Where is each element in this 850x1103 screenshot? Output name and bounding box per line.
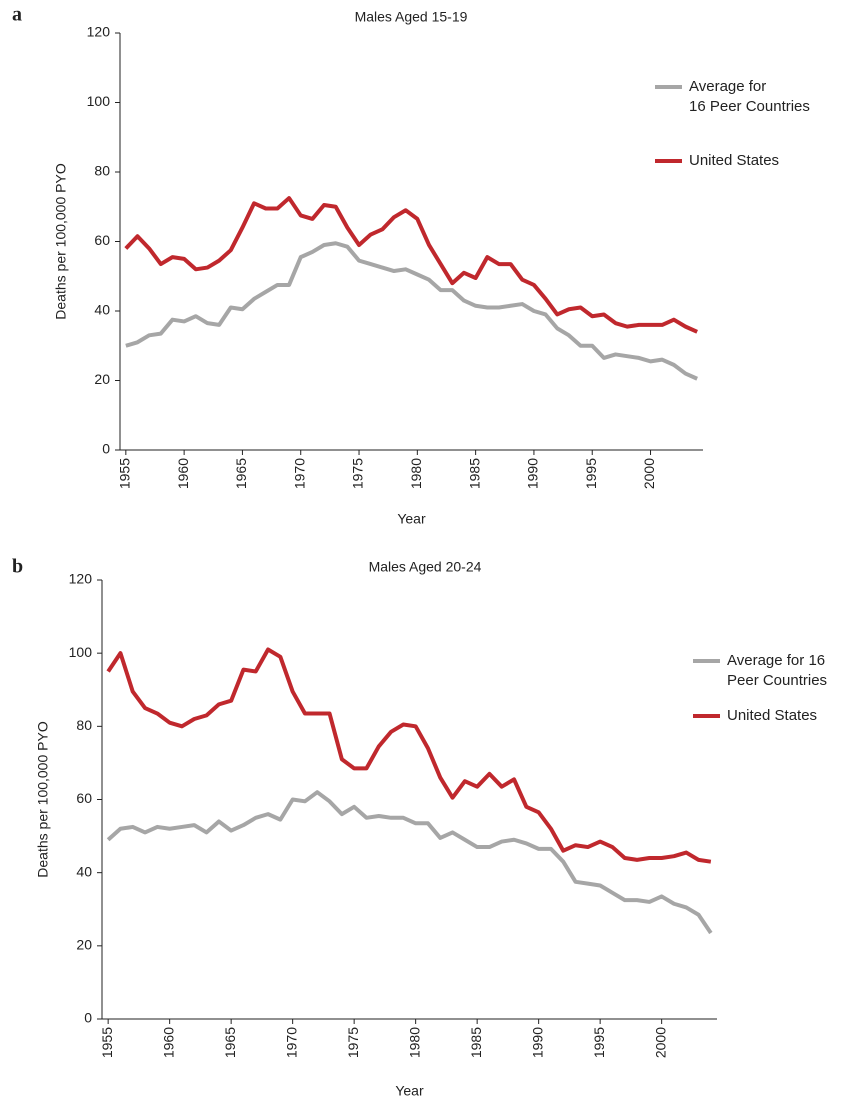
y-tick-label: 120: [69, 571, 93, 587]
x-tick-label: 1960: [160, 1027, 176, 1058]
y-tick-label: 20: [76, 937, 92, 953]
panel-label: b: [12, 556, 23, 578]
y-tick-label: 120: [87, 24, 111, 40]
y-tick-label: 0: [102, 441, 110, 457]
data-line: [125, 241, 698, 381]
x-tick-label: 1990: [525, 458, 541, 489]
legend-label: Average for 16 Peer Countries: [727, 652, 828, 689]
x-tick-label: 2000: [641, 458, 657, 489]
x-tick-label: 1965: [233, 458, 249, 489]
x-tick-label: 1980: [408, 458, 424, 489]
y-tick-label: 40: [76, 863, 92, 879]
x-axis-label: Year: [397, 511, 426, 527]
data-line: [106, 790, 713, 935]
data-line: [106, 647, 712, 864]
y-tick-label: 60: [94, 232, 110, 248]
y-tick-label: 0: [84, 1010, 92, 1026]
y-tick-label: 60: [76, 790, 92, 806]
x-tick-label: 1995: [591, 1027, 607, 1058]
legend-label: United States: [727, 707, 818, 724]
y-tick-label: 40: [94, 302, 110, 318]
legend-label: United States: [689, 152, 780, 169]
x-tick-label: 2000: [652, 1027, 668, 1058]
x-tick-label: 1985: [468, 1027, 484, 1058]
data-line: [124, 196, 698, 334]
x-axis-label: Year: [395, 1083, 424, 1099]
y-axis-label: Deaths per 100,000 PYO: [53, 163, 69, 320]
x-tick-label: 1975: [345, 1027, 361, 1058]
legend-label: Average for 16 Peer Countries: [689, 78, 810, 115]
x-tick-label: 1995: [583, 458, 599, 489]
x-tick-label: 1955: [99, 1027, 115, 1058]
x-tick-label: 1975: [350, 458, 366, 489]
x-tick-label: 1955: [117, 458, 133, 489]
x-tick-label: 1965: [222, 1027, 238, 1058]
x-tick-label: 1960: [175, 458, 191, 489]
x-tick-label: 1985: [466, 458, 482, 489]
panel-label: a: [12, 4, 22, 26]
x-tick-label: 1970: [283, 1027, 299, 1058]
y-tick-label: 100: [87, 93, 111, 109]
y-axis-label: Deaths per 100,000 PYO: [35, 721, 51, 878]
y-tick-label: 80: [76, 717, 92, 733]
x-tick-label: 1990: [529, 1027, 545, 1058]
y-tick-label: 80: [94, 163, 110, 179]
x-tick-label: 1980: [406, 1027, 422, 1058]
x-tick-label: 1970: [291, 458, 307, 489]
chart-title: Males Aged 20-24: [369, 559, 482, 575]
chart-title: Males Aged 15-19: [355, 9, 468, 25]
y-tick-label: 100: [69, 644, 93, 660]
y-tick-label: 20: [94, 371, 110, 387]
